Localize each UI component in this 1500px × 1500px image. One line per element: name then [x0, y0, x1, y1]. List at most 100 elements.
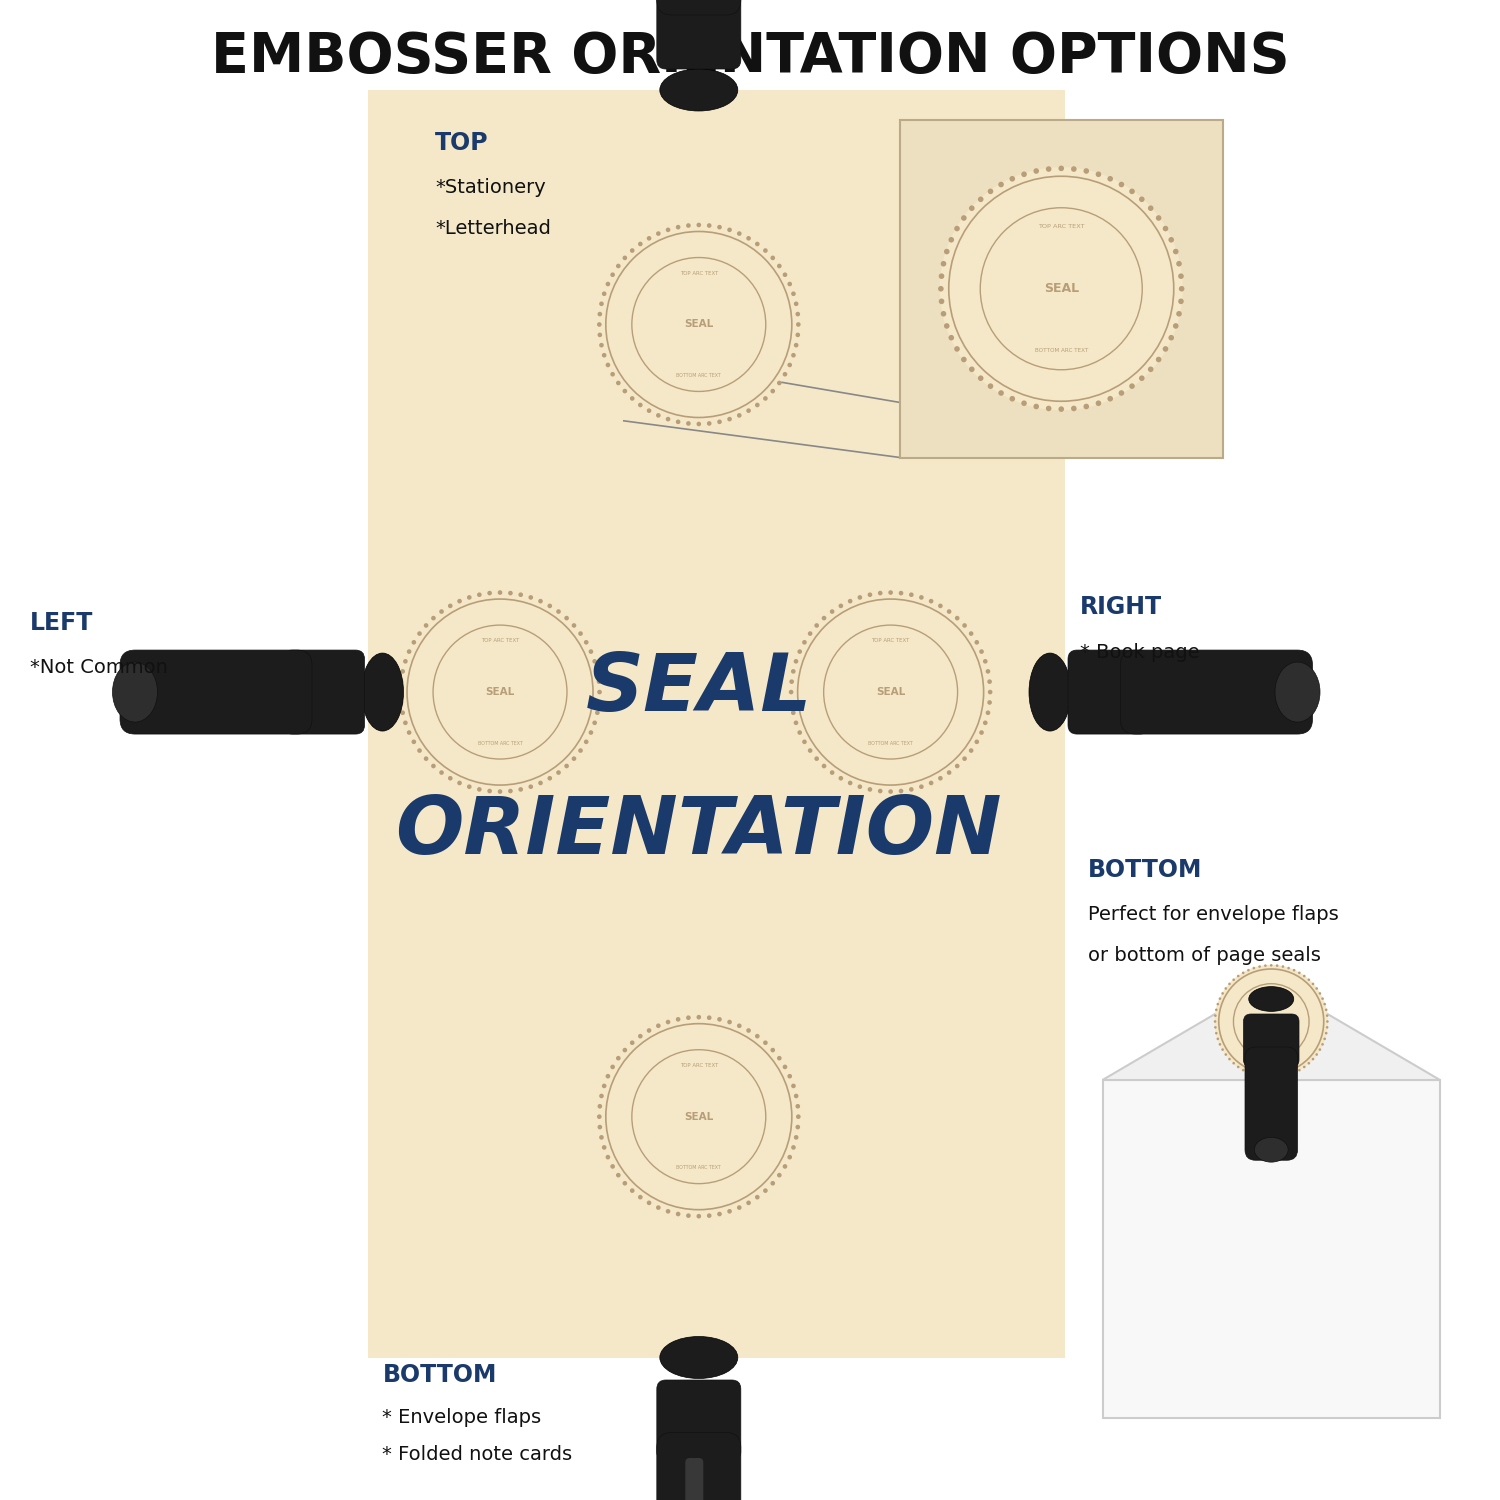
Ellipse shape	[1254, 1137, 1288, 1162]
Circle shape	[602, 291, 606, 296]
Circle shape	[1148, 206, 1154, 212]
Circle shape	[920, 784, 924, 789]
Circle shape	[638, 402, 642, 408]
Circle shape	[948, 237, 954, 243]
Circle shape	[777, 1056, 782, 1060]
Circle shape	[686, 1214, 690, 1218]
Circle shape	[528, 784, 532, 789]
Circle shape	[717, 1017, 722, 1022]
Ellipse shape	[362, 652, 404, 730]
Circle shape	[771, 388, 776, 393]
Circle shape	[458, 780, 462, 786]
Circle shape	[578, 748, 584, 753]
Circle shape	[1215, 964, 1328, 1078]
Circle shape	[630, 1188, 634, 1192]
Circle shape	[400, 669, 405, 674]
Circle shape	[656, 231, 660, 236]
Circle shape	[1242, 1070, 1245, 1071]
Circle shape	[1246, 969, 1250, 972]
Circle shape	[794, 302, 798, 306]
Circle shape	[795, 1104, 800, 1108]
Circle shape	[1214, 1014, 1216, 1017]
Circle shape	[598, 1136, 604, 1140]
Circle shape	[938, 286, 944, 291]
Circle shape	[406, 650, 411, 654]
Circle shape	[622, 255, 627, 260]
Circle shape	[1176, 261, 1182, 267]
Circle shape	[790, 1144, 796, 1150]
Circle shape	[796, 322, 801, 327]
Circle shape	[610, 1065, 615, 1070]
Circle shape	[1179, 286, 1185, 291]
Circle shape	[1311, 1058, 1314, 1060]
Circle shape	[498, 789, 502, 794]
Text: SEAL: SEAL	[684, 1112, 714, 1122]
Circle shape	[728, 228, 732, 232]
Circle shape	[548, 776, 552, 780]
Circle shape	[790, 669, 795, 674]
Circle shape	[771, 1180, 776, 1185]
Circle shape	[556, 770, 561, 776]
Circle shape	[399, 680, 404, 684]
Circle shape	[1083, 168, 1089, 174]
Circle shape	[584, 740, 588, 744]
Circle shape	[783, 1164, 788, 1168]
Circle shape	[754, 1196, 759, 1200]
Circle shape	[1221, 1048, 1224, 1052]
Text: TOP: TOP	[435, 130, 489, 154]
Circle shape	[1022, 400, 1028, 406]
Circle shape	[666, 417, 670, 422]
Circle shape	[1258, 964, 1262, 968]
Circle shape	[598, 1094, 604, 1098]
Circle shape	[790, 711, 795, 716]
Circle shape	[728, 1020, 732, 1025]
Circle shape	[975, 740, 980, 744]
Circle shape	[1242, 972, 1245, 974]
Circle shape	[1138, 196, 1144, 202]
Circle shape	[597, 690, 602, 694]
Circle shape	[963, 622, 968, 628]
Circle shape	[616, 1173, 621, 1178]
Circle shape	[736, 413, 741, 417]
Circle shape	[878, 789, 882, 794]
Circle shape	[1233, 1062, 1234, 1065]
Circle shape	[706, 224, 711, 228]
Circle shape	[764, 248, 768, 254]
Text: SEAL: SEAL	[684, 320, 714, 330]
FancyBboxPatch shape	[1244, 1014, 1299, 1068]
Circle shape	[696, 222, 700, 228]
Circle shape	[602, 1144, 606, 1150]
Circle shape	[1162, 346, 1168, 352]
Circle shape	[656, 413, 660, 417]
Circle shape	[477, 592, 482, 597]
Circle shape	[798, 650, 802, 654]
Circle shape	[676, 1017, 681, 1022]
Circle shape	[988, 690, 993, 694]
Text: TOP ARC TEXT: TOP ARC TEXT	[1038, 225, 1084, 230]
Circle shape	[509, 591, 513, 596]
Circle shape	[888, 789, 892, 794]
Circle shape	[975, 640, 980, 645]
Circle shape	[411, 640, 416, 645]
Circle shape	[519, 788, 524, 792]
Circle shape	[789, 680, 794, 684]
Circle shape	[466, 596, 471, 600]
FancyBboxPatch shape	[368, 90, 1065, 1358]
Circle shape	[498, 590, 502, 596]
Circle shape	[956, 616, 960, 621]
Circle shape	[1323, 1004, 1326, 1005]
Circle shape	[777, 381, 782, 386]
Circle shape	[1173, 322, 1179, 328]
Circle shape	[822, 764, 827, 768]
Circle shape	[1083, 404, 1089, 410]
Circle shape	[794, 720, 798, 724]
Ellipse shape	[112, 662, 158, 722]
Circle shape	[597, 1114, 602, 1119]
Circle shape	[1214, 1020, 1216, 1023]
Circle shape	[404, 658, 408, 663]
Circle shape	[1034, 404, 1040, 410]
Text: * Book page: * Book page	[1080, 644, 1200, 662]
Circle shape	[1010, 396, 1016, 402]
Circle shape	[788, 282, 792, 286]
Circle shape	[646, 1028, 651, 1033]
